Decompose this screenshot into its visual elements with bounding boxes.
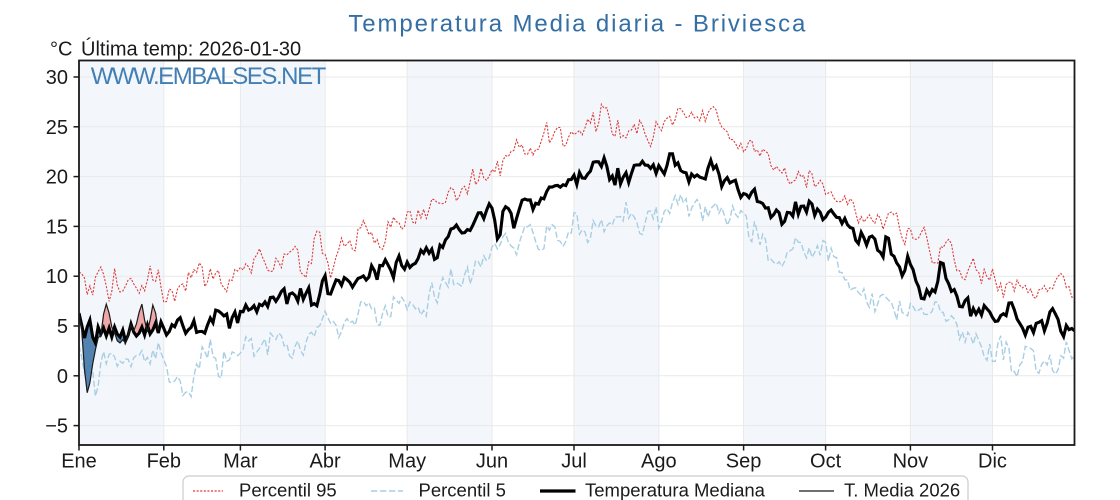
svg-text:−5: −5 bbox=[45, 416, 68, 438]
svg-text:Temperatura Media diaria - Bri: Temperatura Media diaria - Briviesca bbox=[348, 11, 806, 38]
svg-text:15: 15 bbox=[46, 216, 68, 238]
svg-text:30: 30 bbox=[46, 67, 68, 89]
svg-text:10: 10 bbox=[46, 266, 68, 288]
svg-text:Ago: Ago bbox=[641, 451, 677, 473]
svg-text:Jun: Jun bbox=[476, 451, 508, 473]
svg-text:25: 25 bbox=[46, 117, 68, 139]
svg-text:Mar: Mar bbox=[223, 451, 258, 473]
svg-text:Abr: Abr bbox=[310, 451, 341, 473]
svg-text:Ene: Ene bbox=[61, 451, 97, 473]
svg-text:Percentil 95: Percentil 95 bbox=[239, 480, 337, 500]
svg-text:0: 0 bbox=[57, 366, 68, 388]
svg-text:Oct: Oct bbox=[810, 451, 842, 473]
svg-text:Nov: Nov bbox=[893, 451, 929, 473]
svg-text:Dic: Dic bbox=[978, 451, 1007, 473]
svg-text:Temperatura Mediana: Temperatura Mediana bbox=[585, 480, 766, 500]
svg-text:20: 20 bbox=[46, 167, 68, 189]
svg-text:Jul: Jul bbox=[561, 451, 587, 473]
svg-text:T. Media 2026: T. Media 2026 bbox=[844, 480, 960, 500]
svg-text:5: 5 bbox=[57, 316, 68, 338]
svg-text:May: May bbox=[388, 451, 426, 473]
svg-text:Percentil 5: Percentil 5 bbox=[419, 480, 506, 500]
svg-text:Última temp: 2026-01-30: Última temp: 2026-01-30 bbox=[81, 38, 301, 61]
svg-text:Feb: Feb bbox=[147, 451, 181, 473]
svg-text:WWW.EMBALSES.NET: WWW.EMBALSES.NET bbox=[91, 63, 327, 90]
svg-text:Sep: Sep bbox=[726, 451, 762, 473]
svg-text:°C: °C bbox=[50, 39, 72, 61]
